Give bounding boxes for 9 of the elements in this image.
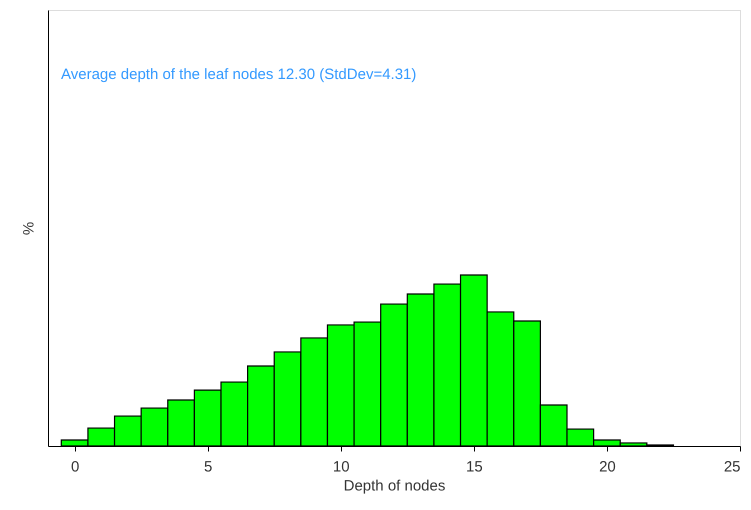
x-tick-label: 10 (332, 458, 350, 476)
y-axis-title: % (20, 222, 38, 236)
x-tick-label: 20 (599, 458, 616, 476)
x-tick-label: 15 (466, 458, 483, 476)
x-axis-title: Depth of nodes (344, 478, 446, 494)
x-tick-label: 5 (204, 458, 212, 476)
x-tick-label: 25 (724, 458, 740, 476)
x-tick-label: 0 (70, 458, 80, 476)
text: Average depth of the leaf nodes 12.30 (StdDev=4.31) (61, 66, 416, 83)
